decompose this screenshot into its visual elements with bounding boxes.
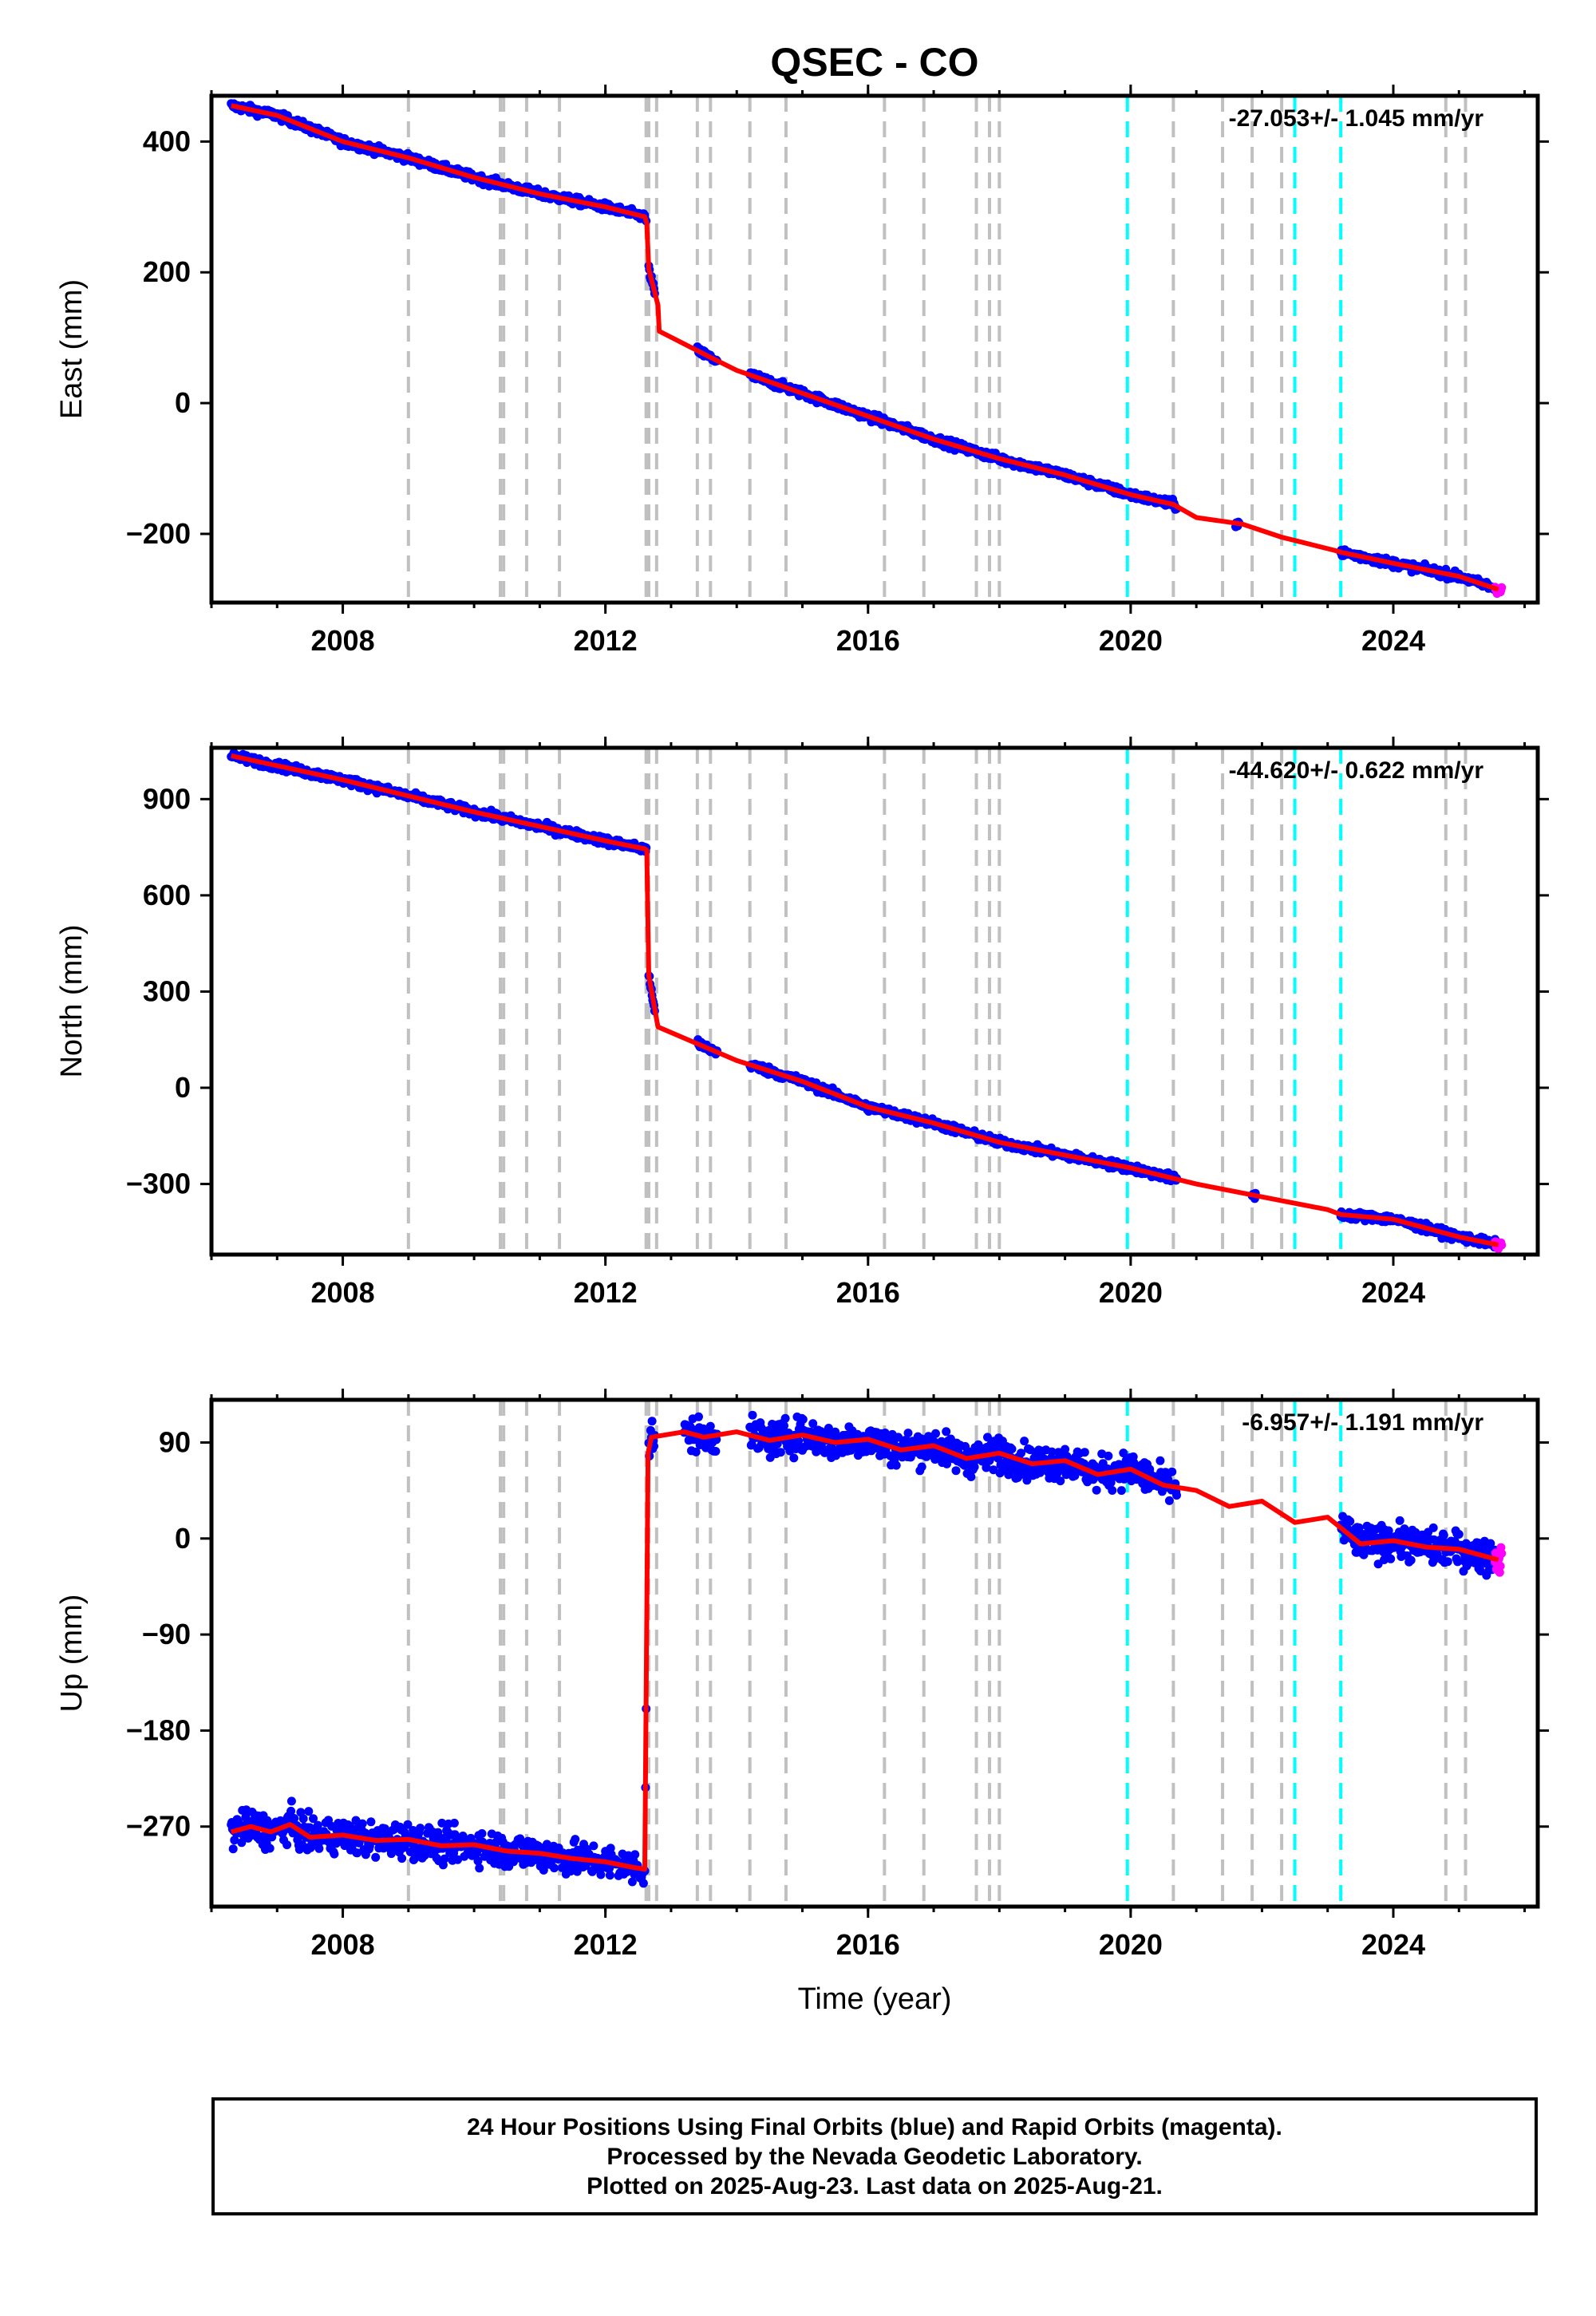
final-orbit-point [1156, 1456, 1165, 1465]
final-orbit-point [966, 1472, 976, 1481]
model-fit-line [230, 1429, 1499, 1872]
final-orbit-point [891, 1460, 901, 1470]
final-orbit-point [366, 1817, 376, 1827]
final-orbit-point [589, 1841, 598, 1851]
y-tick-label: 0 [175, 1071, 191, 1104]
final-orbit-point [1443, 1557, 1452, 1567]
final-orbit-point [694, 1412, 703, 1421]
final-orbit-point [477, 1829, 487, 1838]
rapid-orbit-point [1497, 1240, 1507, 1250]
final-orbit-point [1167, 1467, 1177, 1476]
final-orbit-point [605, 1871, 614, 1880]
final-orbit-point [1007, 1445, 1017, 1454]
final-orbit-point [1092, 1485, 1101, 1495]
rapid-orbit-point [1495, 1561, 1505, 1571]
x-tick-label: 2020 [1099, 624, 1163, 657]
final-orbit-point [1116, 1486, 1126, 1496]
final-orbit-point [1164, 1496, 1174, 1505]
final-orbit-point [903, 1429, 913, 1438]
final-orbit-point [1080, 1448, 1089, 1457]
final-orbit-point [711, 1447, 721, 1456]
final-orbit-point [475, 1863, 484, 1873]
final-orbit-point [638, 1879, 648, 1888]
final-orbit-point [1386, 1554, 1396, 1563]
y-tick-label: 300 [143, 974, 191, 1007]
y-axis-label: East (mm) [55, 279, 89, 419]
figure-title: QSEC - CO [770, 40, 978, 85]
final-orbit-point [1428, 1523, 1438, 1532]
plot-frame [209, 93, 1540, 605]
rapid-orbit-point [1497, 1549, 1507, 1558]
final-orbit-point [1439, 1531, 1448, 1540]
y-axis-label: North (mm) [55, 924, 89, 1077]
final-orbit-point [776, 1448, 785, 1457]
final-orbit-point [1020, 1437, 1029, 1446]
east-panel: 2008 2012 2016 2020 2024 −200 0 200 400 East (mm)… [55, 85, 1549, 657]
final-orbit-point [286, 1796, 296, 1806]
final-orbit-point [931, 1429, 940, 1438]
x-tick-label: 2012 [574, 1276, 638, 1309]
final-orbit-point [358, 1819, 367, 1828]
final-orbit-point [627, 1877, 637, 1887]
y-tick-label: 0 [175, 386, 191, 419]
final-orbit-point [596, 1870, 606, 1879]
final-orbit-point [1119, 1448, 1128, 1458]
final-orbit-point [314, 1844, 324, 1853]
final-orbit-point [1406, 1555, 1416, 1565]
final-orbit-point [416, 1824, 425, 1833]
final-orbit-point [798, 1415, 808, 1424]
y-tick-label: 400 [143, 124, 191, 157]
final-orbit-point [951, 1466, 961, 1476]
final-orbit-point [1108, 1486, 1117, 1495]
final-orbit-point [780, 1413, 790, 1423]
y-tick-label: 600 [143, 879, 191, 911]
x-tick-label: 2012 [574, 624, 638, 657]
final-orbit-point [330, 1849, 339, 1859]
final-orbit-point [298, 1814, 308, 1824]
x-tick-label: 2024 [1361, 624, 1425, 657]
x-tick-label: 2016 [836, 1276, 900, 1309]
x-tick-label: 2008 [311, 1276, 375, 1309]
model-fit-line [231, 753, 1499, 1247]
final-orbit-point [705, 1421, 715, 1431]
x-tick-label: 2024 [1361, 1276, 1425, 1309]
final-orbit-point [789, 1453, 799, 1463]
final-orbit-point [917, 1462, 926, 1472]
final-orbit-point [371, 1852, 381, 1862]
model-fit-line [231, 103, 1499, 592]
final-orbit-point [1345, 1516, 1355, 1526]
velocity-rate-label: -27.053+/- 1.045 mm/yr [1229, 105, 1484, 132]
velocity-rate-label: -44.620+/- 0.622 mm/yr [1229, 757, 1484, 784]
final-orbit-point [630, 1850, 640, 1860]
north-panel: 2008 2012 2016 2020 2024 −300 0 300 600 900 North … [55, 737, 1549, 1309]
final-orbit-point [449, 1818, 459, 1828]
final-orbit-point [1454, 1530, 1464, 1539]
final-orbit-point [265, 1844, 275, 1853]
final-orbit-point [647, 1417, 657, 1426]
final-orbit-point [942, 1427, 951, 1437]
final-orbit-point [550, 1863, 559, 1873]
final-orbit-point [397, 1854, 407, 1863]
rapid-orbit-point [1497, 583, 1507, 592]
plot-frame [209, 745, 1540, 1257]
y-tick-label: 900 [143, 782, 191, 815]
y-tick-label: 200 [143, 255, 191, 288]
final-orbit-point [748, 1410, 757, 1420]
final-orbit-point [228, 1844, 238, 1854]
x-tick-label: 2008 [311, 624, 375, 657]
final-orbit-point [1395, 1516, 1404, 1525]
final-orbit-point [571, 1835, 580, 1844]
final-orbit-point [304, 1807, 314, 1816]
y-tick-label: −200 [126, 517, 191, 550]
final-orbit-point [1172, 1491, 1181, 1500]
final-orbit-point [282, 1840, 292, 1850]
x-tick-label: 2016 [836, 624, 900, 657]
x-tick-label: 2020 [1099, 1276, 1163, 1309]
y-tick-label: −300 [126, 1168, 191, 1200]
final-orbit-point [1104, 1451, 1113, 1460]
